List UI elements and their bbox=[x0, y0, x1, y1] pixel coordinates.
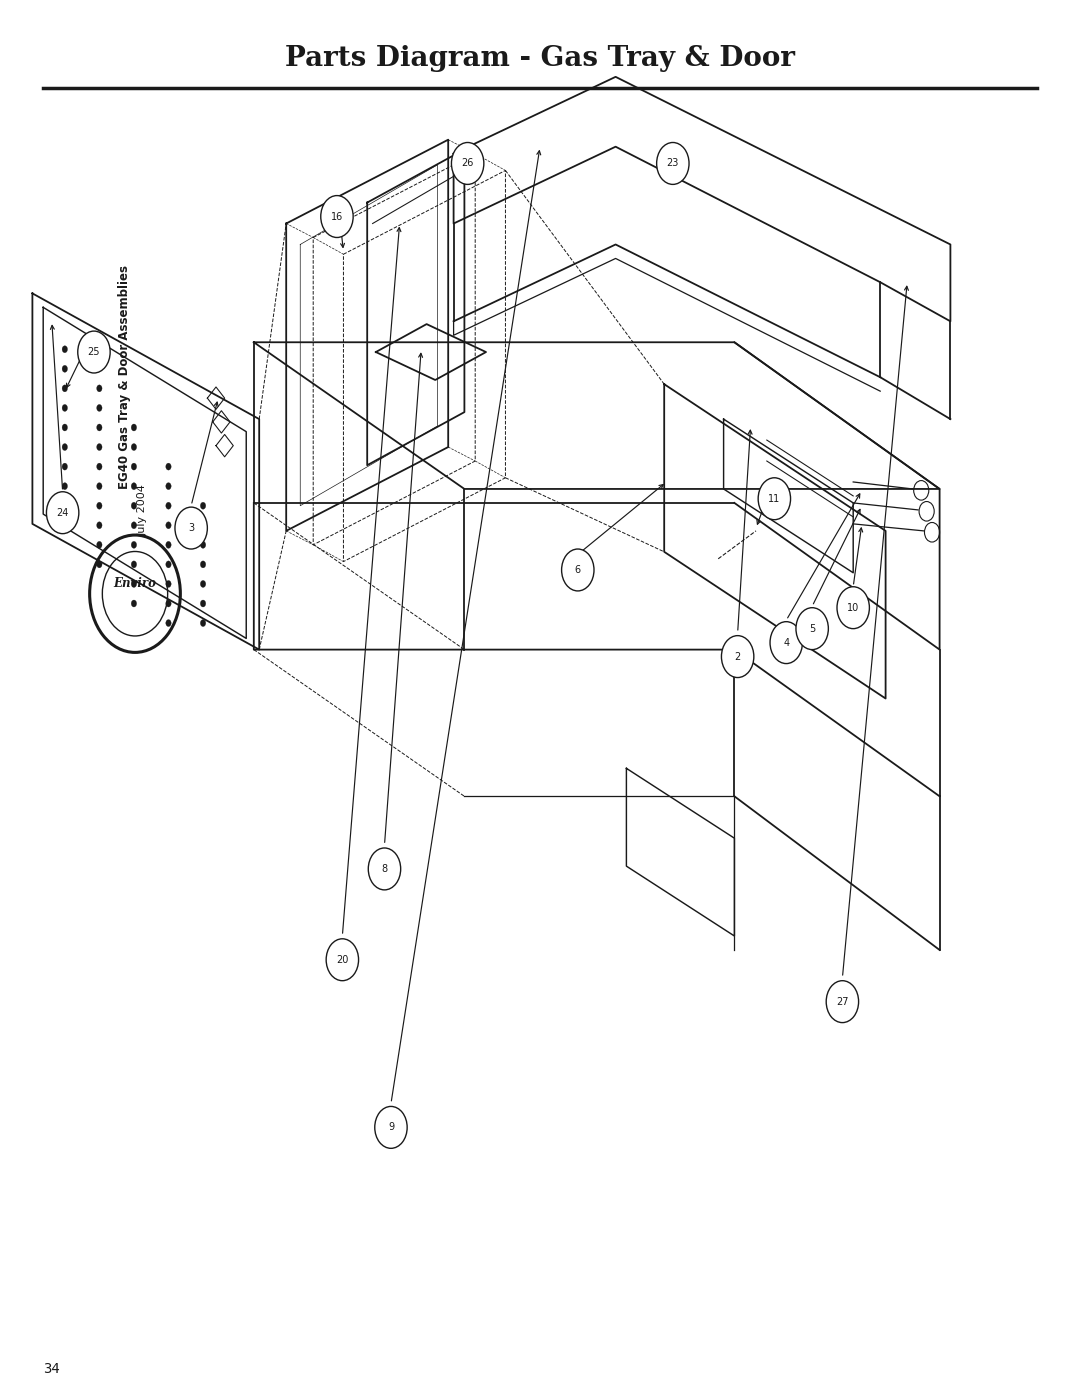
Text: 26: 26 bbox=[461, 158, 474, 169]
Circle shape bbox=[175, 507, 207, 549]
Circle shape bbox=[97, 444, 102, 451]
Circle shape bbox=[132, 562, 136, 569]
Circle shape bbox=[132, 444, 136, 451]
Circle shape bbox=[770, 622, 802, 664]
Text: 25: 25 bbox=[87, 346, 100, 358]
Text: 23: 23 bbox=[666, 158, 679, 169]
Circle shape bbox=[62, 444, 67, 451]
Circle shape bbox=[97, 522, 102, 529]
Circle shape bbox=[201, 522, 205, 529]
Text: 4: 4 bbox=[783, 637, 789, 648]
Circle shape bbox=[62, 386, 67, 391]
Circle shape bbox=[826, 981, 859, 1023]
Text: 5: 5 bbox=[809, 623, 815, 634]
Circle shape bbox=[62, 464, 67, 469]
Circle shape bbox=[368, 848, 401, 890]
Circle shape bbox=[132, 464, 136, 471]
Circle shape bbox=[132, 483, 136, 490]
Circle shape bbox=[62, 345, 67, 353]
Circle shape bbox=[201, 601, 205, 606]
Circle shape bbox=[62, 365, 67, 373]
Text: 8: 8 bbox=[381, 863, 388, 875]
Circle shape bbox=[132, 601, 136, 608]
Circle shape bbox=[166, 601, 171, 606]
Circle shape bbox=[166, 560, 171, 567]
Circle shape bbox=[657, 142, 689, 184]
Circle shape bbox=[201, 581, 205, 588]
Circle shape bbox=[166, 542, 171, 549]
Circle shape bbox=[166, 483, 171, 489]
Circle shape bbox=[166, 581, 171, 587]
Circle shape bbox=[166, 503, 171, 509]
Circle shape bbox=[166, 522, 171, 529]
Circle shape bbox=[78, 331, 110, 373]
Text: 24: 24 bbox=[56, 507, 69, 518]
Circle shape bbox=[201, 542, 205, 549]
Circle shape bbox=[837, 587, 869, 629]
Text: EG40 Gas Tray & Door Assemblies: EG40 Gas Tray & Door Assemblies bbox=[118, 265, 131, 489]
Circle shape bbox=[97, 425, 102, 432]
Circle shape bbox=[62, 503, 67, 509]
Text: 34: 34 bbox=[43, 1362, 60, 1376]
Text: 9: 9 bbox=[388, 1122, 394, 1133]
Circle shape bbox=[62, 425, 67, 432]
Circle shape bbox=[721, 636, 754, 678]
Circle shape bbox=[97, 464, 102, 471]
Circle shape bbox=[201, 562, 205, 569]
Circle shape bbox=[62, 405, 67, 412]
Circle shape bbox=[62, 483, 67, 489]
Text: 3: 3 bbox=[188, 522, 194, 534]
Circle shape bbox=[132, 425, 136, 432]
Circle shape bbox=[166, 464, 171, 469]
Text: 16: 16 bbox=[330, 211, 343, 222]
Circle shape bbox=[796, 608, 828, 650]
Text: Enviro: Enviro bbox=[113, 577, 157, 591]
Text: 27: 27 bbox=[836, 996, 849, 1007]
Circle shape bbox=[201, 503, 205, 509]
Text: July 2004: July 2004 bbox=[137, 483, 148, 536]
Text: 6: 6 bbox=[575, 564, 581, 576]
Circle shape bbox=[132, 542, 136, 549]
Circle shape bbox=[97, 483, 102, 490]
Circle shape bbox=[97, 386, 102, 391]
Circle shape bbox=[97, 405, 102, 412]
Circle shape bbox=[132, 581, 136, 588]
Circle shape bbox=[97, 542, 102, 549]
Circle shape bbox=[451, 142, 484, 184]
Circle shape bbox=[132, 522, 136, 529]
Text: 10: 10 bbox=[847, 602, 860, 613]
Circle shape bbox=[97, 562, 102, 569]
Circle shape bbox=[758, 478, 791, 520]
Circle shape bbox=[375, 1106, 407, 1148]
Circle shape bbox=[321, 196, 353, 237]
Circle shape bbox=[132, 503, 136, 510]
Text: 2: 2 bbox=[734, 651, 741, 662]
Circle shape bbox=[97, 503, 102, 509]
Text: Parts Diagram - Gas Tray & Door: Parts Diagram - Gas Tray & Door bbox=[285, 45, 795, 73]
Circle shape bbox=[46, 492, 79, 534]
Circle shape bbox=[326, 939, 359, 981]
Circle shape bbox=[201, 620, 205, 626]
Circle shape bbox=[166, 620, 171, 626]
Text: 11: 11 bbox=[768, 493, 781, 504]
Circle shape bbox=[562, 549, 594, 591]
Circle shape bbox=[62, 522, 67, 529]
Text: 20: 20 bbox=[336, 954, 349, 965]
